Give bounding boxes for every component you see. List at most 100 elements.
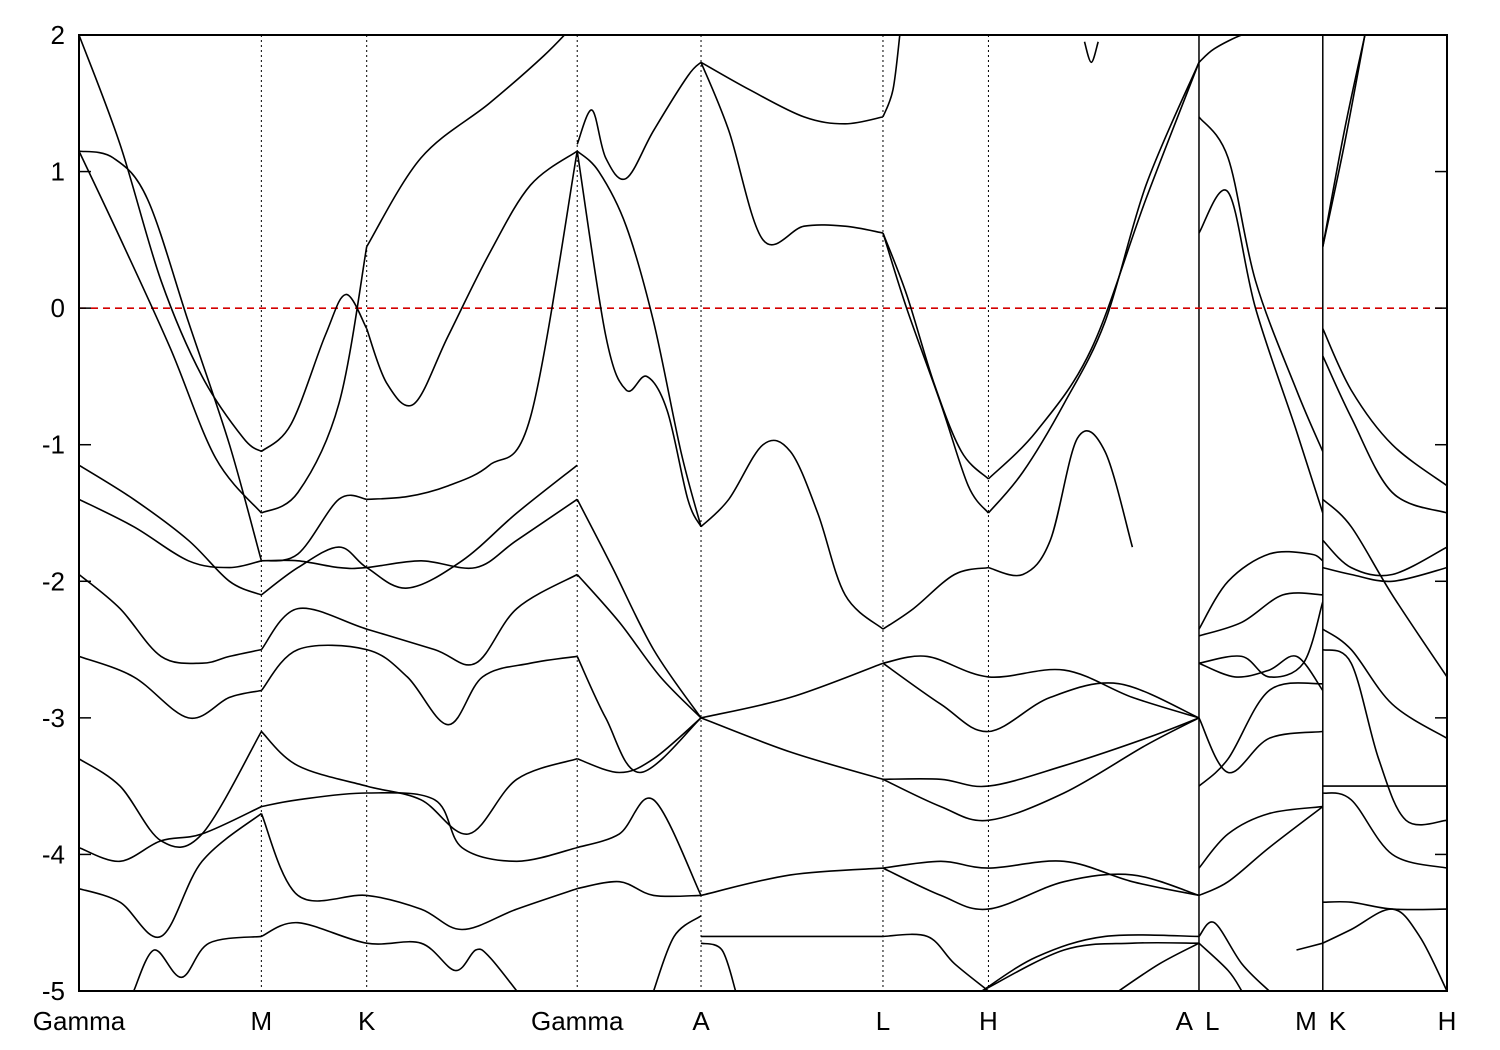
band-line-50 (882, 867, 1200, 911)
ytick-label: -1 (42, 430, 65, 460)
band-line-31 (260, 644, 578, 726)
band-line-83 (1322, 648, 1447, 826)
band-line-46 (260, 813, 578, 931)
band-line-41 (576, 717, 702, 774)
axis-ticks (79, 34, 1447, 992)
band-line-32 (576, 656, 702, 774)
band-line-74 (1296, 942, 1323, 951)
ytick-label: -5 (42, 976, 65, 1006)
band-line-66 (1198, 601, 1324, 678)
band-line-34 (700, 717, 884, 781)
band-line-48 (700, 867, 884, 897)
band-line-68 (1198, 717, 1323, 774)
band-line-14 (882, 232, 989, 480)
band-line-21 (882, 35, 901, 118)
band-line-87 (1322, 908, 1447, 991)
band-line-86 (1322, 900, 1447, 911)
band-line-5 (365, 150, 578, 407)
ytick-label: -2 (42, 566, 65, 596)
band-line-60 (1083, 41, 1099, 64)
band-line-7 (261, 494, 367, 562)
band-series (79, 35, 1447, 991)
band-line-0 (79, 150, 263, 514)
band-line-45 (79, 812, 262, 939)
band-line-29 (576, 573, 702, 719)
band-line-22 (79, 464, 262, 596)
band-line-43 (261, 791, 578, 863)
band-line-33 (700, 662, 884, 719)
xtick-label: M (1295, 1006, 1317, 1036)
band-line-1 (261, 246, 368, 514)
band-line-24 (79, 498, 262, 569)
band-line-52 (261, 921, 518, 991)
band-line-8 (366, 150, 578, 501)
band-line-65 (1198, 592, 1323, 637)
xtick-label: M (251, 1006, 273, 1036)
band-line-13 (700, 61, 884, 246)
ytick-label: -4 (42, 839, 65, 869)
band-line-30 (79, 655, 262, 719)
xtick-label: K (1329, 1006, 1347, 1036)
band-line-44 (576, 797, 702, 896)
band-line-71 (1198, 805, 1324, 897)
ytick-label: 2 (51, 20, 65, 50)
band-line-81 (1322, 566, 1447, 583)
band-line-55 (700, 942, 737, 991)
band-line-11 (700, 439, 884, 630)
band-line-38 (882, 717, 1200, 822)
band-line-10 (576, 150, 702, 528)
band-line-57 (981, 934, 1200, 991)
band-line-56 (652, 915, 702, 991)
band-line-70 (1198, 805, 1323, 869)
band-line-36 (882, 662, 1200, 733)
band-line-63 (1198, 35, 1256, 63)
band-line-27 (79, 573, 262, 665)
band-line-49 (882, 860, 1200, 897)
band-line-59 (1118, 942, 1200, 991)
band-line-6 (79, 150, 263, 562)
band-line-18 (882, 566, 989, 630)
band-line-51 (132, 935, 262, 991)
xtick-label: L (876, 1006, 890, 1036)
band-line-15 (882, 232, 990, 514)
band-line-25 (261, 498, 578, 570)
band-line-39 (79, 731, 263, 848)
band-line-23 (260, 464, 578, 596)
xtick-label: Gamma (531, 1006, 624, 1036)
xtick-label: A (1176, 1006, 1194, 1036)
xtick-label: H (979, 1006, 998, 1036)
band-line-47 (577, 880, 702, 898)
ytick-label: -3 (42, 703, 65, 733)
band-line-35 (882, 655, 1200, 719)
band-line-80 (1322, 539, 1447, 577)
band-line-2 (366, 35, 566, 248)
band-line-61 (1198, 116, 1324, 452)
band-line-16 (987, 62, 1200, 480)
kpoint-lines (260, 35, 1324, 991)
xtick-label: L (1205, 1006, 1219, 1036)
band-line-42 (79, 805, 262, 863)
xtick-label: A (692, 1006, 710, 1036)
band-line-4 (260, 293, 368, 453)
band-line-69 (1198, 682, 1323, 787)
band-line-62 (1198, 189, 1324, 514)
xtick-label: Gamma (33, 1006, 126, 1036)
band-line-20 (700, 61, 884, 125)
band-line-26 (576, 498, 702, 719)
ytick-label: 0 (51, 293, 65, 323)
band-line-85 (1322, 792, 1447, 869)
band-line-78 (1322, 355, 1447, 514)
band-line-73 (1198, 942, 1243, 991)
band-line-17 (987, 61, 1200, 514)
band-line-67 (1198, 655, 1324, 691)
plot-frame (78, 34, 1448, 992)
band-line-79 (1322, 498, 1447, 678)
xtick-label: H (1438, 1006, 1457, 1036)
band-line-77 (1322, 328, 1447, 487)
ytick-label: 1 (51, 157, 65, 187)
band-line-64 (1198, 550, 1324, 630)
band-line-3 (79, 35, 262, 453)
band-line-72 (1198, 921, 1270, 991)
band-line-9 (576, 150, 702, 527)
